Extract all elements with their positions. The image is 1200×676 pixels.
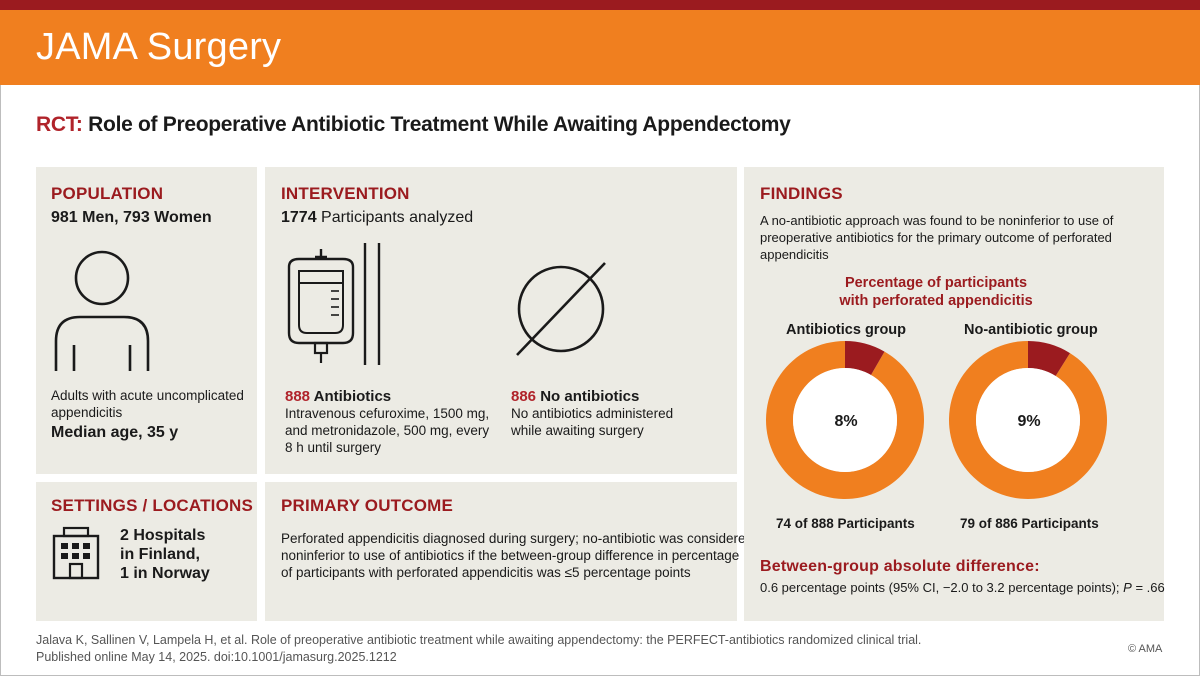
donut-hole-1 — [976, 368, 1080, 472]
pie-percent-antibiotics: 8% — [834, 413, 858, 430]
difference-heading: Between-group absolute difference: — [760, 558, 1040, 575]
title-prefix: RCT: — [36, 113, 83, 136]
settings-line-3: 1 in Norway — [120, 565, 210, 582]
journal-brand: JAMA Surgery — [36, 26, 282, 68]
findings-line-2: preoperative antibiotics for the primary… — [760, 230, 1112, 245]
difference-value: 0.6 percentage points (95% CI, −2.0 to 3… — [760, 580, 1124, 595]
pie-label-antibiotics: Antibiotics group — [786, 322, 907, 338]
citation-line-2: Published online May 14, 2025. doi:10.10… — [36, 650, 397, 664]
findings-heading: FINDINGS — [760, 184, 843, 203]
arm2-count: 886 — [511, 388, 537, 405]
pie-caption-antibiotics: 74 of 888 Participants — [776, 516, 915, 531]
intervention-count: 1774 Participants analyzed — [281, 209, 473, 227]
donut-slice-other-1 — [949, 341, 1107, 499]
donut-slice-perforated-0 — [845, 341, 885, 375]
findings-line-1: A no-antibiotic approach was found to be… — [760, 213, 1114, 228]
difference-p-symbol: P — [1123, 580, 1132, 595]
settings-panel: SETTINGS / LOCATIONS 2 Hospitals in Finl… — [36, 482, 257, 621]
top-accent-bar — [0, 0, 1200, 10]
population-desc-1: Adults with acute uncomplicated — [51, 388, 244, 403]
findings-panel: FINDINGS A no-antibiotic approach was fo… — [744, 167, 1165, 621]
population-panel: POPULATION 981 Men, 793 Women Adults wit… — [36, 167, 257, 474]
settings-line-2: in Finland, — [120, 546, 200, 563]
header-banner: JAMA Surgery — [0, 10, 1200, 85]
copyright: © AMA — [1128, 643, 1163, 655]
primary-outcome-panel: PRIMARY OUTCOME Perforated appendicitis … — [265, 482, 753, 621]
settings-line-1: 2 Hospitals — [120, 527, 206, 544]
intervention-panel: INTERVENTION 1774 Participants analyzed … — [265, 167, 737, 474]
population-subhead: 981 Men, 793 Women — [51, 209, 212, 226]
iv-bag-icon — [287, 243, 381, 365]
population-desc-2: appendicitis — [51, 405, 123, 420]
population-heading: POPULATION — [51, 184, 164, 203]
outcome-heading: PRIMARY OUTCOME — [281, 496, 454, 515]
title-text: Role of Preoperative Antibiotic Treatmen… — [88, 113, 791, 136]
donut-slice-other-0 — [766, 341, 924, 499]
arm1-count: 888 — [285, 388, 311, 405]
donut-hole-0 — [793, 368, 897, 472]
donut-charts — [766, 341, 1107, 499]
person-icon — [54, 250, 150, 371]
arm2-title: 886 No antibiotics — [511, 388, 639, 405]
intervention-heading: INTERVENTION — [281, 184, 410, 203]
chart-title-line-1: Percentage of participants — [844, 275, 1028, 291]
arm1-title: 888 Antibiotics — [285, 388, 391, 405]
arm1-desc-1: Intravenous cefuroxime, 1500 mg, — [285, 406, 490, 421]
population-median-age: Median age, 35 y — [51, 424, 179, 441]
arm1-label: Antibiotics — [310, 388, 392, 405]
hospital-building-icon — [52, 526, 100, 580]
arm2-desc-2: while awaiting surgery — [511, 423, 644, 438]
arm2-desc-1: No antibiotics administered — [511, 406, 674, 421]
difference-text: 0.6 percentage points (95% CI, −2.0 to 3… — [760, 579, 1165, 596]
arm1-desc-3: 8 h until surgery — [285, 440, 382, 455]
outcome-line-2: noninferior to use of antibiotics if the… — [281, 548, 740, 563]
donut-slice-perforated-1 — [1028, 341, 1070, 376]
chart-title-line-2: with perforated appendicitis — [839, 293, 1033, 309]
citation-line-1: Jalava K, Sallinen V, Lampela H, et al. … — [36, 633, 922, 647]
empty-set-icon — [516, 262, 606, 356]
arm2-label: No antibiotics — [536, 388, 640, 405]
pie-label-no-antibiotic: No-antibiotic group — [964, 322, 1098, 338]
settings-heading: SETTINGS / LOCATIONS — [51, 496, 254, 515]
pie-percent-no-antibiotic: 9% — [1017, 413, 1041, 430]
chart-title: Percentage of participants with perforat… — [744, 274, 1128, 310]
pie-caption-no-antibiotic: 79 of 886 Participants — [960, 516, 1099, 531]
findings-line-3: appendicitis — [760, 247, 829, 262]
difference-p-value: = .66 — [1131, 580, 1165, 595]
outcome-line-3: of participants with perforated appendic… — [281, 565, 691, 580]
arm1-desc-2: and metronidazole, 500 mg, every — [285, 423, 490, 438]
intervention-count-suffix: Participants analyzed — [316, 209, 474, 226]
outcome-line-1: Perforated appendicitis diagnosed during… — [281, 531, 754, 546]
intervention-count-number: 1774 — [281, 209, 317, 226]
page-title: RCT: Role of Preoperative Antibiotic Tre… — [36, 113, 791, 137]
